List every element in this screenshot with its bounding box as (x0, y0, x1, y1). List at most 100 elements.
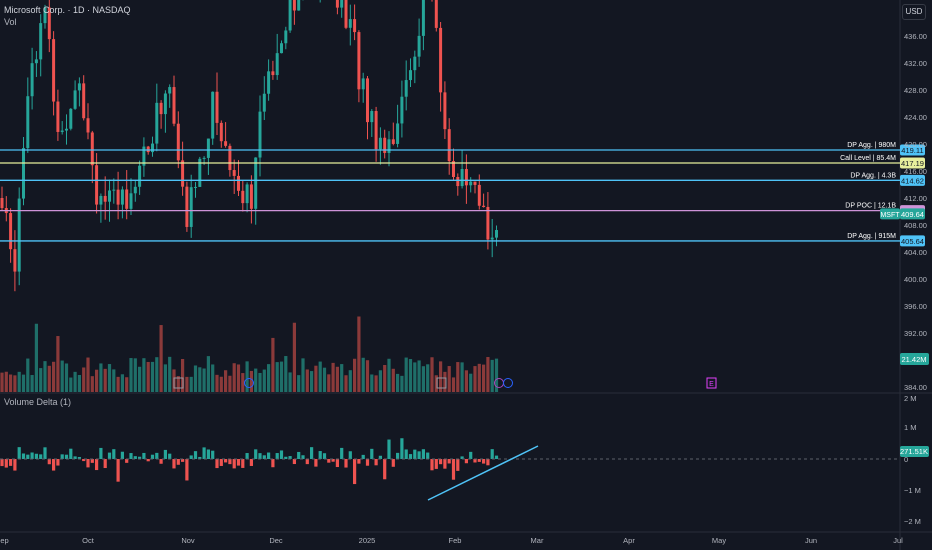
delta-pane-title[interactable]: Volume Delta (1) (4, 397, 72, 407)
candle-body (116, 189, 120, 205)
delta-bar (163, 449, 167, 459)
delta-axis[interactable]: 2 M 1 M 0 −1 M −2 M (904, 394, 921, 526)
volume-bar (477, 363, 481, 392)
volume-bar (378, 370, 382, 392)
delta-bar (133, 456, 137, 459)
volume-value-badge (900, 353, 929, 365)
volume-bar (90, 376, 94, 392)
candle-body (77, 83, 81, 91)
delta-bar (434, 459, 438, 469)
candle-body (417, 35, 421, 57)
delta-bar (391, 459, 395, 467)
candle-body (421, 0, 425, 36)
delta-value-badge (900, 446, 929, 457)
delta-bar (288, 456, 292, 459)
level-lines[interactable]: DP Agg. | 980M 419.11 Call Level | 85.4M 41… (0, 142, 925, 247)
volume-bar (236, 364, 241, 392)
delta-bar (482, 459, 486, 464)
level-price-badge (900, 157, 925, 169)
delta-bar (112, 449, 116, 459)
volume-bar (142, 358, 146, 392)
delta-bar (460, 456, 464, 459)
delta-bar (335, 459, 339, 468)
volume-legend[interactable]: Vol (4, 17, 17, 27)
price-tick-label: 428.00 (904, 86, 927, 95)
event-circle-icon[interactable] (244, 378, 254, 388)
candle-body (297, 0, 301, 11)
delta-bar (490, 449, 494, 459)
trend-line[interactable] (427, 445, 539, 501)
volume-bar (387, 358, 391, 392)
delta-bar (331, 459, 335, 462)
time-axis[interactable]: Sep Oct Nov Dec 2025 Feb Mar Apr May Jun Jul (0, 536, 903, 545)
delta-bar (142, 452, 146, 459)
delta-bar (206, 449, 210, 459)
symbol-legend[interactable]: Microsoft Corp. · 1D · NASDAQ (4, 5, 131, 15)
candle-body (47, 7, 51, 40)
candle-body (206, 138, 210, 158)
candle-body (249, 184, 253, 209)
time-tick-label: Jun (805, 536, 817, 545)
delta-bar (387, 439, 391, 459)
time-tick-label: Jul (893, 536, 903, 545)
candle-body (275, 53, 279, 76)
volume-bar (17, 371, 21, 392)
candle-body (159, 102, 163, 115)
dividend-marker-icon[interactable] (436, 377, 447, 389)
delta-bar (357, 459, 361, 464)
dividend-marker-icon[interactable] (173, 377, 184, 389)
candle-body (413, 56, 417, 71)
candle-body (237, 175, 240, 191)
price-tick-label: 436.00 (904, 32, 927, 41)
current-symbol-text: MSFT (880, 212, 900, 219)
currency-button[interactable]: USD (902, 4, 926, 20)
delta-bar (477, 459, 481, 462)
time-tick-label: Nov (181, 536, 195, 545)
delta-bar (99, 447, 103, 459)
volume-bar (69, 377, 73, 392)
event-circle-icon[interactable] (503, 378, 513, 388)
delta-bar (340, 447, 344, 459)
volume-bar (327, 374, 331, 392)
candle-body (357, 32, 361, 90)
candle-body (469, 181, 473, 186)
delta-bar (224, 459, 228, 463)
candle-body (202, 157, 206, 159)
earnings-marker-icon[interactable] (706, 377, 717, 389)
volume-bar (133, 358, 137, 392)
candle-body (232, 170, 236, 176)
volume-bar (185, 376, 189, 392)
candle-body (69, 108, 73, 129)
volume-bar (482, 364, 486, 392)
candle-body (387, 139, 391, 153)
level-price-text: 405.64 (901, 237, 924, 246)
volume-bar (95, 369, 99, 392)
candle-body (99, 195, 103, 205)
volume-bar (473, 366, 477, 392)
delta-bar (103, 459, 107, 469)
delta-bar (245, 453, 249, 459)
candle-body (56, 101, 60, 132)
volume-bar (335, 366, 339, 392)
delta-bar (17, 447, 21, 459)
delta-tick-label: −1 M (904, 486, 921, 495)
delta-bar (56, 459, 60, 466)
volume-bar (211, 364, 215, 392)
delta-bar (404, 449, 408, 459)
candle-body (383, 137, 387, 153)
volume-bar (494, 358, 499, 392)
volume-bar (159, 325, 163, 392)
volume-bar (434, 375, 438, 392)
delta-bar (47, 459, 51, 465)
candle-body (198, 158, 202, 187)
candle-body (460, 169, 464, 187)
volume-bar (47, 365, 51, 392)
candlestick-series[interactable] (0, 0, 499, 292)
volume-bar (163, 364, 167, 392)
delta-bar (430, 459, 434, 471)
price-tick-label: 412.00 (904, 194, 927, 203)
delta-bar (159, 459, 163, 464)
volume-bar (439, 361, 443, 392)
delta-bar (90, 459, 94, 463)
